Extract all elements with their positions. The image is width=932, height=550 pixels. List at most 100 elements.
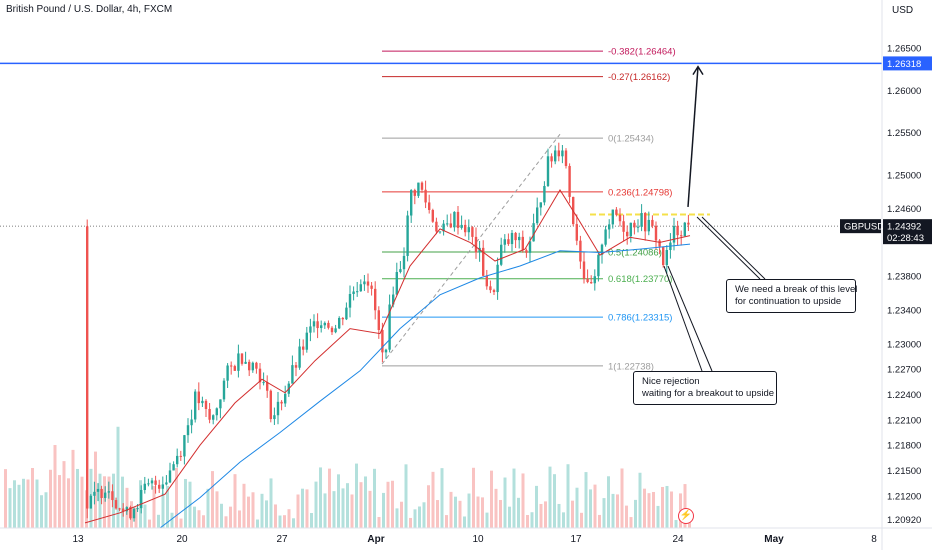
candle-body — [453, 211, 456, 228]
volume-bar — [481, 497, 484, 528]
volume-bar — [485, 512, 489, 528]
volume-bar — [265, 500, 268, 528]
candle-body — [104, 492, 107, 498]
volume-bar — [215, 491, 219, 528]
annotation-break-level[interactable]: We need a break of this level for contin… — [726, 279, 857, 313]
time-tick-label: Apr — [367, 534, 384, 545]
candle-body — [168, 470, 172, 483]
volume-bar — [148, 519, 151, 528]
volume-bar — [409, 517, 412, 528]
volume-bar — [364, 476, 367, 528]
time-tick-label: May — [764, 534, 784, 545]
candle-body — [644, 213, 647, 232]
candle-body — [543, 185, 546, 203]
candle-body — [438, 231, 442, 233]
time-tick-label: 24 — [672, 534, 684, 545]
symbol-label: GBPUSD — [844, 222, 884, 233]
candle-body — [575, 224, 578, 241]
volume-bar — [607, 476, 610, 528]
candle-body — [172, 464, 175, 471]
candle-body — [240, 353, 244, 364]
volume-bar — [328, 468, 331, 528]
volume-bar — [35, 479, 39, 528]
volume-bar — [287, 509, 291, 528]
candle-body — [557, 150, 560, 157]
volume-bar — [67, 478, 70, 528]
candle-body — [176, 455, 179, 465]
volume-bar — [278, 515, 282, 528]
volume-bar — [49, 469, 52, 528]
candle-body — [460, 224, 463, 228]
candle-body — [554, 150, 557, 162]
volume-bar — [571, 500, 574, 528]
volume-bar — [413, 509, 417, 528]
callout-pointer — [701, 216, 766, 280]
volume-bar — [260, 493, 264, 528]
candle-body — [467, 227, 470, 233]
symbol-tag — [840, 219, 881, 234]
lightning-icon[interactable]: ⚡ — [678, 508, 694, 524]
volume-bar — [382, 492, 385, 528]
candle-body — [640, 213, 643, 227]
annotation-text: Nice rejection — [642, 376, 700, 387]
current-price-value: 1.24392 — [887, 222, 921, 233]
price-tick-label: 1.26000 — [887, 86, 921, 97]
volume-bar — [602, 498, 606, 528]
candle-body — [647, 219, 650, 232]
volume-bar — [332, 491, 336, 528]
volume-bar — [238, 510, 241, 528]
volume-bar — [202, 515, 205, 528]
price-tick-label: 1.25000 — [887, 170, 921, 181]
volume-bar — [368, 490, 372, 528]
volume-bar — [341, 488, 345, 528]
price-tick-label: 1.22100 — [887, 415, 921, 426]
price-tick-label: 1.26500 — [887, 44, 921, 55]
annotation-text: for continuation to upside — [735, 296, 842, 307]
candle-body — [525, 250, 528, 253]
volume-bar — [647, 493, 651, 528]
volume-bar — [269, 478, 273, 528]
volume-bar — [562, 512, 565, 528]
volume-bar — [206, 488, 210, 528]
volume-bar — [454, 496, 457, 528]
candle-body — [136, 508, 139, 510]
candle-body — [546, 156, 550, 186]
volume-bar — [301, 488, 304, 528]
candle-body — [366, 281, 370, 286]
fibonacci-retracement: -0.382(1.26464) -0.27(1.26162) 0(1.25434) 0… — [0, 47, 882, 372]
volume-bar — [283, 515, 286, 528]
volume-bar — [472, 467, 475, 528]
fib-level-label: -0.27(1.26162) — [608, 72, 670, 83]
candle-body — [658, 240, 661, 247]
candle-body — [431, 209, 434, 222]
volume-bar — [13, 480, 16, 528]
candle-body — [586, 278, 589, 283]
candle-body — [208, 408, 211, 420]
candle-body — [86, 226, 89, 509]
volume-bar — [535, 485, 538, 528]
volume-bar — [467, 493, 471, 528]
candle-body — [683, 222, 686, 237]
volume-bar — [296, 494, 300, 528]
volume-bar — [508, 506, 511, 528]
volume-bar — [620, 468, 624, 528]
volume-bar — [157, 514, 160, 528]
annotation-rejection[interactable]: Nice rejection waiting for a breakout to… — [633, 371, 777, 405]
candle-body — [381, 330, 384, 353]
volume-bar — [665, 485, 669, 528]
candle-body — [201, 400, 204, 404]
volume-bar — [548, 466, 552, 528]
price-axis: 1.26500 1.26000 1.25500 1.25000 1.24600 1.238… — [840, 0, 932, 550]
candle-body — [154, 480, 157, 485]
volume-bar — [436, 500, 439, 528]
volume-bar — [629, 517, 633, 528]
ema-slow-line — [159, 243, 691, 529]
candle-body — [676, 226, 679, 236]
candle-body — [143, 483, 146, 490]
candle-body — [125, 507, 128, 512]
breakout-arrow — [687, 66, 699, 207]
candle-body — [89, 495, 92, 509]
candle-body — [291, 365, 294, 384]
volume-bar — [220, 503, 223, 528]
